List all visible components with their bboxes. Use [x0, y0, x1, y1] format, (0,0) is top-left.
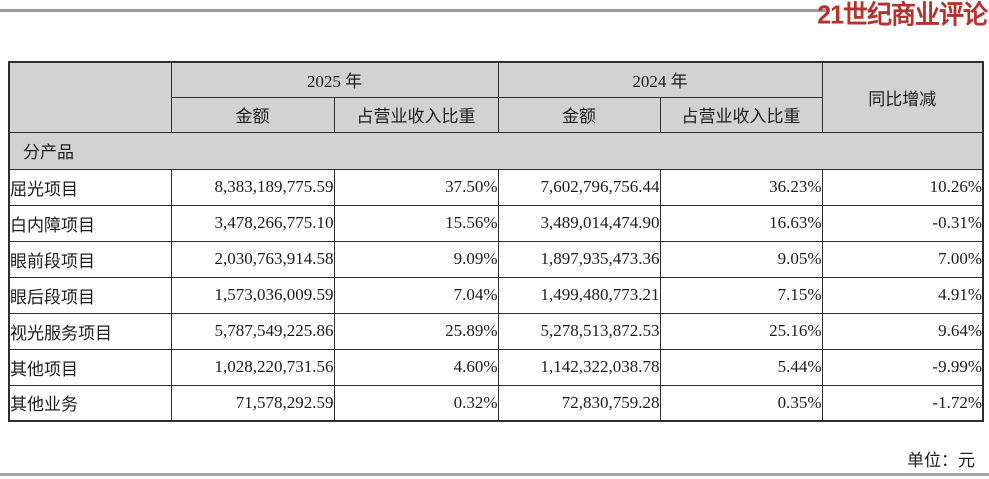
table-row: 眼前段项目 2,030,763,914.58 9.09% 1,897,935,4… [8, 240, 984, 278]
header-cell-amount-2024: 金额 [497, 96, 661, 133]
ratio-2025: 9.09% [333, 240, 499, 278]
section-row-by-product: 分产品 [8, 131, 984, 170]
unit-note: 单位：元 [907, 451, 975, 470]
amount-2024: 7,602,796,756.44 [497, 168, 661, 206]
table-row: 其他项目 1,028,220,731.56 4.60% 1,142,322,03… [8, 348, 984, 386]
header-cell-yoy: 同比增减 [821, 61, 984, 133]
yoy-change: 7.00% [821, 240, 984, 278]
amount-2025: 8,383,189,775.59 [170, 168, 335, 206]
ratio-2024: 36.23% [659, 168, 823, 206]
yoy-change: -1.72% [821, 384, 984, 422]
row-label: 屈光项目 [8, 168, 172, 206]
ratio-2024: 5.44% [659, 348, 823, 386]
header-cell-empty [8, 61, 172, 133]
section-label: 分产品 [8, 131, 984, 170]
yoy-change: 10.26% [821, 168, 984, 206]
ratio-2024: 16.63% [659, 204, 823, 242]
amount-2025: 1,028,220,731.56 [170, 348, 335, 386]
table-row: 其他业务 71,578,292.59 0.32% 72,830,759.28 0… [8, 384, 984, 422]
top-divider-rule [0, 9, 827, 12]
header-cell-2025: 2025 年 [170, 61, 499, 98]
row-label: 眼后段项目 [8, 276, 172, 314]
row-label: 其他业务 [8, 384, 172, 422]
yoy-change: -0.31% [821, 204, 984, 242]
ratio-2025: 37.50% [333, 168, 499, 206]
ratio-2024: 25.16% [659, 312, 823, 350]
amount-2024: 1,142,322,038.78 [497, 348, 661, 386]
row-label: 白内障项目 [8, 204, 172, 242]
ratio-2025: 4.60% [333, 348, 499, 386]
header-row-years: 2025 年 2024 年 同比增减 [8, 61, 984, 133]
revenue-by-product-table: 2025 年 2024 年 同比增减 金额 占营业收入比重 金额 占营业收入比重… [8, 61, 984, 422]
table-row: 眼后段项目 1,573,036,009.59 7.04% 1,499,480,7… [8, 276, 984, 314]
amount-2024: 1,897,935,473.36 [497, 240, 661, 278]
amount-2024: 5,278,513,872.53 [497, 312, 661, 350]
header-cell-2024: 2024 年 [497, 61, 823, 98]
amount-2024: 1,499,480,773.21 [497, 276, 661, 314]
ratio-2024: 0.35% [659, 384, 823, 422]
amount-2025: 71,578,292.59 [170, 384, 335, 422]
header-cell-amount-2025: 金额 [170, 96, 335, 133]
row-label: 其他项目 [8, 348, 172, 386]
yoy-change: 4.91% [821, 276, 984, 314]
bottom-divider-rule [0, 473, 989, 476]
amount-2025: 2,030,763,914.58 [170, 240, 335, 278]
header-cell-ratio-2025: 占营业收入比重 [333, 96, 499, 133]
row-label: 眼前段项目 [8, 240, 172, 278]
magazine-logo: 21世纪商业评论 [817, 0, 988, 30]
header-row-metrics: 金额 占营业收入比重 金额 占营业收入比重 [9, 96, 983, 133]
amount-2024: 72,830,759.28 [497, 384, 661, 422]
yoy-change: -9.99% [821, 348, 984, 386]
amount-2025: 3,478,266,775.10 [170, 204, 335, 242]
header-cell-ratio-2024: 占营业收入比重 [659, 96, 823, 133]
table-row: 屈光项目 8,383,189,775.59 37.50% 7,602,796,7… [8, 168, 984, 206]
ratio-2024: 9.05% [659, 240, 823, 278]
row-label: 视光服务项目 [8, 312, 172, 350]
table-row: 白内障项目 3,478,266,775.10 15.56% 3,489,014,… [8, 204, 984, 242]
ratio-2025: 7.04% [333, 276, 499, 314]
ratio-2025: 15.56% [333, 204, 499, 242]
yoy-change: 9.64% [821, 312, 984, 350]
ratio-2025: 25.89% [333, 312, 499, 350]
amount-2024: 3,489,014,474.90 [497, 204, 661, 242]
ratio-2024: 7.15% [659, 276, 823, 314]
ratio-2025: 0.32% [333, 384, 499, 422]
table-row: 视光服务项目 5,787,549,225.86 25.89% 5,278,513… [8, 312, 984, 350]
amount-2025: 1,573,036,009.59 [170, 276, 335, 314]
amount-2025: 5,787,549,225.86 [170, 312, 335, 350]
